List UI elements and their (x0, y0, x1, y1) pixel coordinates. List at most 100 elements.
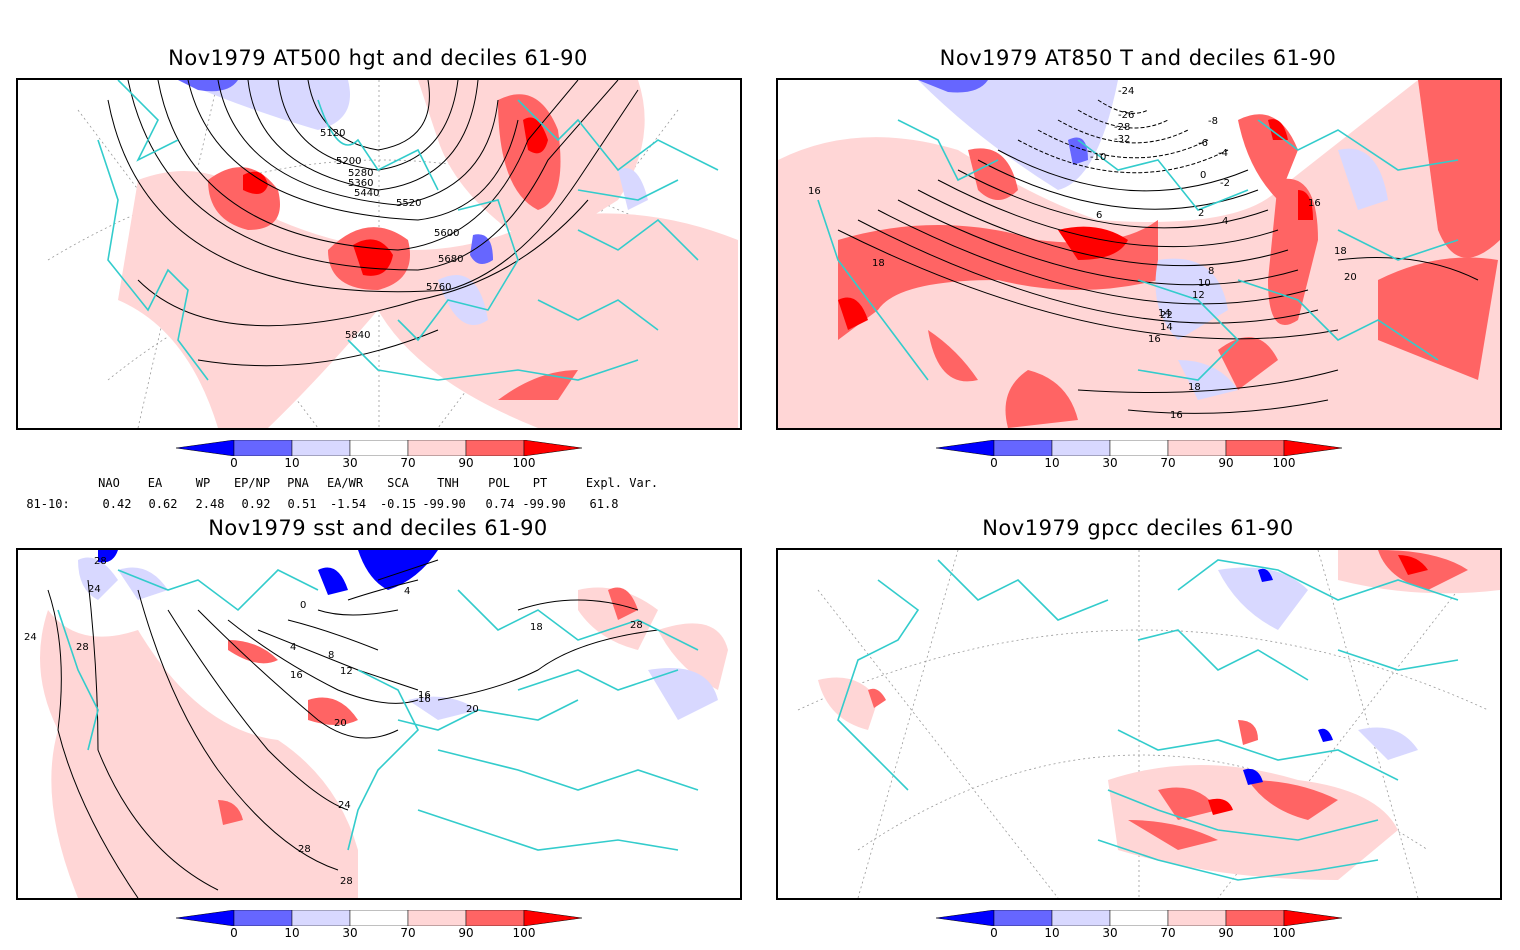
cbar-tick: 100 (512, 926, 536, 940)
cbar-tick: 70 (400, 456, 416, 470)
cbar-tick: 10 (284, 456, 300, 470)
coastlines (817, 119, 1459, 381)
colorbar-segment (465, 909, 525, 927)
colorbar-segment (523, 909, 583, 927)
colorbar-svg (935, 439, 1343, 457)
map-t850: -24 -26 -28 -32 -10 -8 -6 -4 -2 0 2 4 6 … (776, 78, 1502, 430)
colorbar-segment (1283, 439, 1343, 457)
shade-mid-red (868, 550, 1468, 850)
contour-label: 16 (418, 694, 431, 705)
contour-label: -6 (1198, 138, 1208, 149)
contour-label: 16 (1148, 334, 1161, 345)
shade-light-red (118, 80, 738, 428)
contour-label: 28 (76, 642, 89, 653)
cbar-tick: 90 (1218, 456, 1234, 470)
shade-blue (918, 80, 1388, 400)
colorbar-sst: 0 10 30 70 90 100 (175, 909, 596, 950)
cbar-tick: 0 (990, 926, 998, 940)
index-value: 61.8 (589, 497, 619, 511)
contour-label: 5200 (336, 156, 361, 167)
contours (107, 80, 639, 367)
contour-label: 5840 (345, 330, 370, 341)
index-header: SCA (387, 476, 409, 490)
contour-label: -8 (1208, 116, 1218, 127)
indices-header-row: NAO EA WP EP/NP PNA EA/WR SCA TNH POL PT… (0, 476, 740, 492)
map-gpcc (776, 548, 1502, 900)
colorbar-segment (1225, 909, 1285, 927)
contour-label: 10 (1198, 278, 1211, 289)
contour-label: 18 (1188, 382, 1201, 393)
contour-label: -28 (1114, 122, 1130, 133)
map-sst-svg: 28 24 24 28 0 4 4 8 12 16 16 20 20 24 28… (24, 550, 728, 898)
colorbar-hgt: 0 10 30 70 90 100 (175, 439, 596, 480)
colorbar-segment (407, 439, 467, 457)
contour-label: 24 (24, 632, 37, 643)
colorbar-segment (407, 909, 467, 927)
colorbar-t850: 0 10 30 70 90 100 (935, 439, 1356, 480)
contour-label: 24 (88, 584, 101, 595)
contour-label: -2 (1220, 178, 1230, 189)
colorbar-segment (175, 439, 235, 457)
colorbar-svg (175, 909, 583, 927)
contour-label: 8 (1208, 266, 1214, 277)
colorbar-segment (935, 439, 995, 457)
cbar-tick: 30 (342, 456, 358, 470)
colorbar-segment (1225, 439, 1285, 457)
contour-label: 20 (466, 704, 479, 715)
cbar-tick: 70 (400, 926, 416, 940)
colorbar-segment (523, 439, 583, 457)
colorbar-segment (1051, 439, 1111, 457)
index-header: EA (147, 476, 163, 490)
cbar-tick: 0 (230, 456, 238, 470)
map-sst: 28 24 24 28 0 4 4 8 12 16 16 20 20 24 28… (16, 548, 742, 900)
contours (837, 99, 1479, 414)
contour-label: 5360 (348, 178, 373, 189)
shade-mid-red (218, 587, 638, 825)
index-header: WP (195, 476, 211, 490)
contour-label: 5440 (354, 188, 379, 199)
cbar-tick: 10 (284, 926, 300, 940)
shade-light-red (40, 587, 728, 898)
cbar-tick: 100 (1272, 456, 1296, 470)
colorbar-segment (233, 909, 293, 927)
shade-dark-red (243, 117, 548, 276)
colorbar-segment (1167, 909, 1227, 927)
map-t850-svg: -24 -26 -28 -32 -10 -8 -6 -4 -2 0 2 4 6 … (778, 80, 1500, 428)
contour-label: 20 (1344, 272, 1357, 283)
index-value: -1.54 (329, 497, 367, 511)
contour-label: 8 (328, 650, 334, 661)
cbar-tick: 30 (1102, 926, 1118, 940)
index-value: 0.42 (102, 497, 132, 511)
cbar-tick: 10 (1044, 456, 1060, 470)
index-value: 0.74 (485, 497, 515, 511)
colorbar-segment (291, 909, 351, 927)
colorbar-segment (175, 909, 235, 927)
cbar-tick: 70 (1160, 926, 1176, 940)
colorbar-svg (175, 439, 583, 457)
panel-title-hgt: Nov1979 AT500 hgt and deciles 61-90 (168, 46, 588, 70)
shade-dark-red (838, 119, 1313, 330)
colorbar-segment (349, 909, 409, 927)
colorbar-gpcc: 0 10 30 70 90 100 (935, 909, 1356, 950)
index-value: 0.51 (287, 497, 317, 511)
cbar-tick: 0 (230, 926, 238, 940)
colorbar-segment (993, 909, 1053, 927)
index-header: EA/WR (326, 476, 364, 490)
contours (47, 559, 659, 898)
cbar-tick: 0 (990, 456, 998, 470)
contour-label: 4 (290, 642, 296, 653)
cbar-tick: 90 (458, 456, 474, 470)
cbar-tick: 30 (342, 926, 358, 940)
shade-mid-blue (178, 80, 493, 264)
cbar-tick: 10 (1044, 926, 1060, 940)
index-header: TNH (437, 476, 459, 490)
cbar-tick: 30 (1102, 456, 1118, 470)
contour-label: 28 (94, 556, 107, 567)
index-value: 0.62 (148, 497, 178, 511)
colorbar-segment (1051, 909, 1111, 927)
contour-label: -4 (1218, 148, 1228, 159)
cbar-tick: 100 (1272, 926, 1296, 940)
index-header: PT (532, 476, 548, 490)
contour-label: 16 (808, 186, 821, 197)
index-value: -0.15 (379, 497, 417, 511)
